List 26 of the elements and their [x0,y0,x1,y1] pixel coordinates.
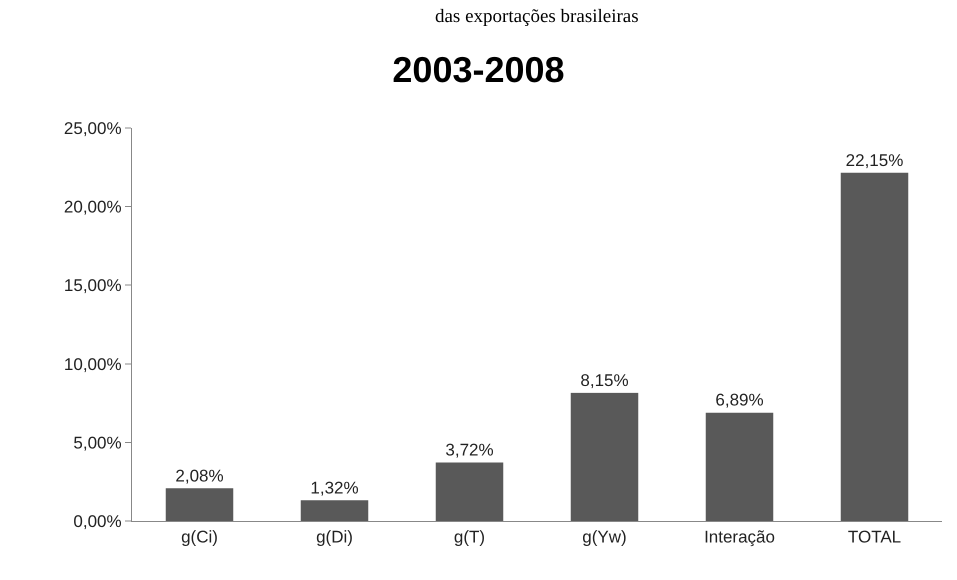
data-label: 2,08% [175,466,224,486]
data-label: 3,72% [445,440,494,460]
bar [166,488,234,521]
y-tick-label: 0,00% [73,512,122,531]
y-tick-label: 5,00% [73,433,122,452]
bar [840,172,908,521]
bar [300,500,368,521]
y-tick-label: 20,00% [64,198,122,217]
y-tick-label: 15,00% [64,276,122,296]
x-tick-label: g(Yw) [582,527,627,546]
x-tick-label: TOTAL [848,527,902,546]
x-tick-label: g(Ci) [181,527,218,546]
x-tick-label: g(Di) [316,527,353,546]
y-tick-label: 25,00% [64,118,122,138]
data-label: 22,15% [846,150,904,170]
bar [706,412,774,521]
chart-title: 2003-2008 [392,49,565,90]
x-tick-label: g(T) [454,527,486,546]
data-label: 6,89% [715,390,764,410]
bar [436,462,504,521]
data-label: 8,15% [580,370,629,390]
text: das exportações brasileiras [435,6,639,27]
bar [570,392,638,521]
y-tick-label: 10,00% [64,354,122,374]
data-label: 1,32% [310,478,359,498]
x-tick-label: Interação [704,527,775,546]
